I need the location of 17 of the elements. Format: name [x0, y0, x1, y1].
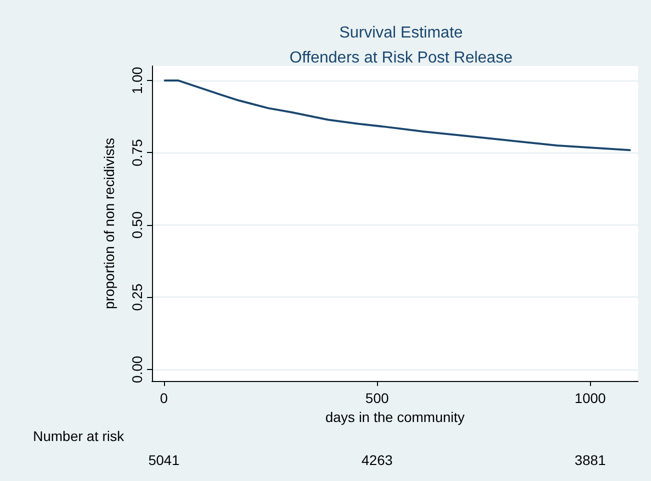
text: 4263	[362, 452, 393, 468]
y-tick-label: 0.50	[129, 211, 145, 239]
y-axis-title: proportion of non recidivists	[101, 138, 117, 310]
line-series	[164, 79, 631, 152]
x-axis-title: days in the community	[325, 408, 465, 425]
x-tick-label: 1000	[574, 390, 606, 406]
x-tick-label: 500	[365, 390, 389, 406]
y-tick-label: 0.00	[129, 356, 145, 384]
chart-subtitle: Offenders at Risk Post Release	[290, 50, 513, 66]
text: Number at risk	[33, 428, 126, 444]
y-tick-label: 1.00	[129, 66, 145, 94]
y-tick-label: 0.75	[129, 138, 145, 166]
x-tick-label: 0	[160, 390, 168, 406]
y-tick-label: 0.25	[129, 283, 145, 311]
text: 5041	[148, 452, 180, 468]
chart-title: Survival Estimate	[339, 24, 463, 42]
text: 3881	[574, 452, 606, 468]
